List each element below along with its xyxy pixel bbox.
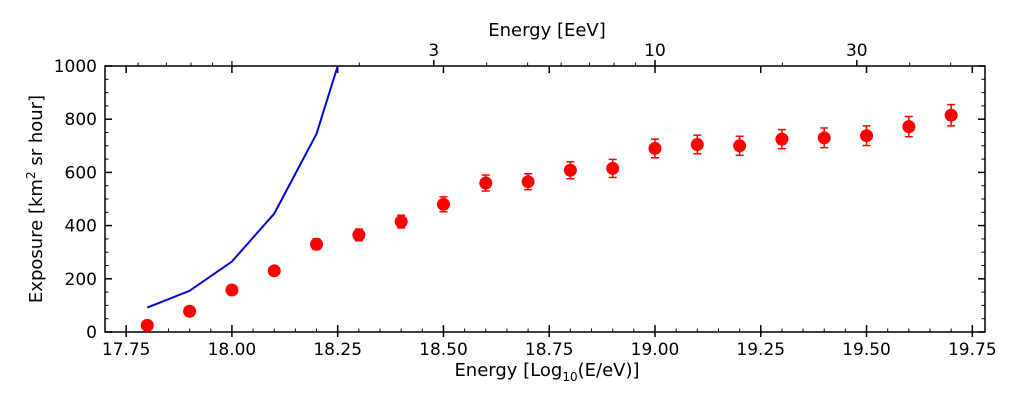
y-tick-labels: 0 200 400 600 800 1000 xyxy=(54,57,97,343)
data-point xyxy=(140,318,154,332)
x-axis-title-sub: 10 xyxy=(562,370,577,384)
y-tick-label: 0 xyxy=(86,323,97,343)
y-axis-title-prefix: Exposure [km xyxy=(26,179,47,303)
data-point xyxy=(648,141,662,155)
top-tick-label: 3 xyxy=(428,41,439,61)
data-point xyxy=(944,108,958,122)
top-axis-title: Energy [EeV] xyxy=(488,20,606,41)
y-tick-label: 800 xyxy=(65,110,97,130)
x-tick-label: 19.50 xyxy=(842,340,891,360)
y-tick-label: 600 xyxy=(65,163,97,183)
data-point xyxy=(733,139,747,153)
major-ticks xyxy=(105,60,985,337)
y-tick-label: 400 xyxy=(65,217,97,237)
data-point xyxy=(394,215,408,229)
series-line-layer xyxy=(146,65,339,309)
data-point xyxy=(183,304,197,318)
x-tick-label: 18.50 xyxy=(419,340,468,360)
y-axis-title-sup: 2 xyxy=(24,171,38,179)
x-tick-label: 18.25 xyxy=(313,340,362,360)
data-point xyxy=(690,137,704,151)
x-tick-labels: 17.75 18.00 18.25 18.50 18.75 19.00 19.25 19.50… xyxy=(102,340,997,360)
exposure-curve-line xyxy=(146,65,339,309)
x-axis-title-suffix: (E/eV)] xyxy=(578,360,640,381)
data-point xyxy=(436,197,450,211)
data-point xyxy=(352,228,366,242)
y-tick-label: 200 xyxy=(65,270,97,290)
data-point xyxy=(606,161,620,175)
x-axis-title-prefix: Energy [Log xyxy=(454,360,562,381)
y-tick-label: 1000 xyxy=(54,57,97,77)
data-point xyxy=(775,132,789,146)
x-axis-title: Energy [Log10(E/eV)] xyxy=(454,360,639,384)
data-point xyxy=(902,120,916,134)
x-tick-label: 19.25 xyxy=(736,340,785,360)
x-tick-label: 18.00 xyxy=(208,340,257,360)
x-tick-label: 19.75 xyxy=(948,340,997,360)
y-axis-title-suffix: sr hour] xyxy=(26,95,47,171)
x-tick-label: 18.75 xyxy=(525,340,574,360)
series-points-layer xyxy=(140,103,958,332)
data-point xyxy=(521,175,535,189)
top-tick-labels: 3 10 30 xyxy=(428,41,867,61)
data-point xyxy=(817,131,831,145)
data-point xyxy=(225,283,239,297)
data-point xyxy=(563,163,577,177)
top-tick-label: 30 xyxy=(846,41,868,61)
minor-ticks xyxy=(105,61,985,332)
data-point xyxy=(310,237,324,251)
y-axis-title: Exposure [km2 sr hour] xyxy=(24,95,47,303)
x-tick-label: 17.75 xyxy=(102,340,151,360)
data-point xyxy=(267,264,281,278)
top-tick-label: 10 xyxy=(644,41,666,61)
data-point xyxy=(479,176,493,190)
data-point xyxy=(860,129,874,143)
x-tick-label: 19.00 xyxy=(631,340,680,360)
